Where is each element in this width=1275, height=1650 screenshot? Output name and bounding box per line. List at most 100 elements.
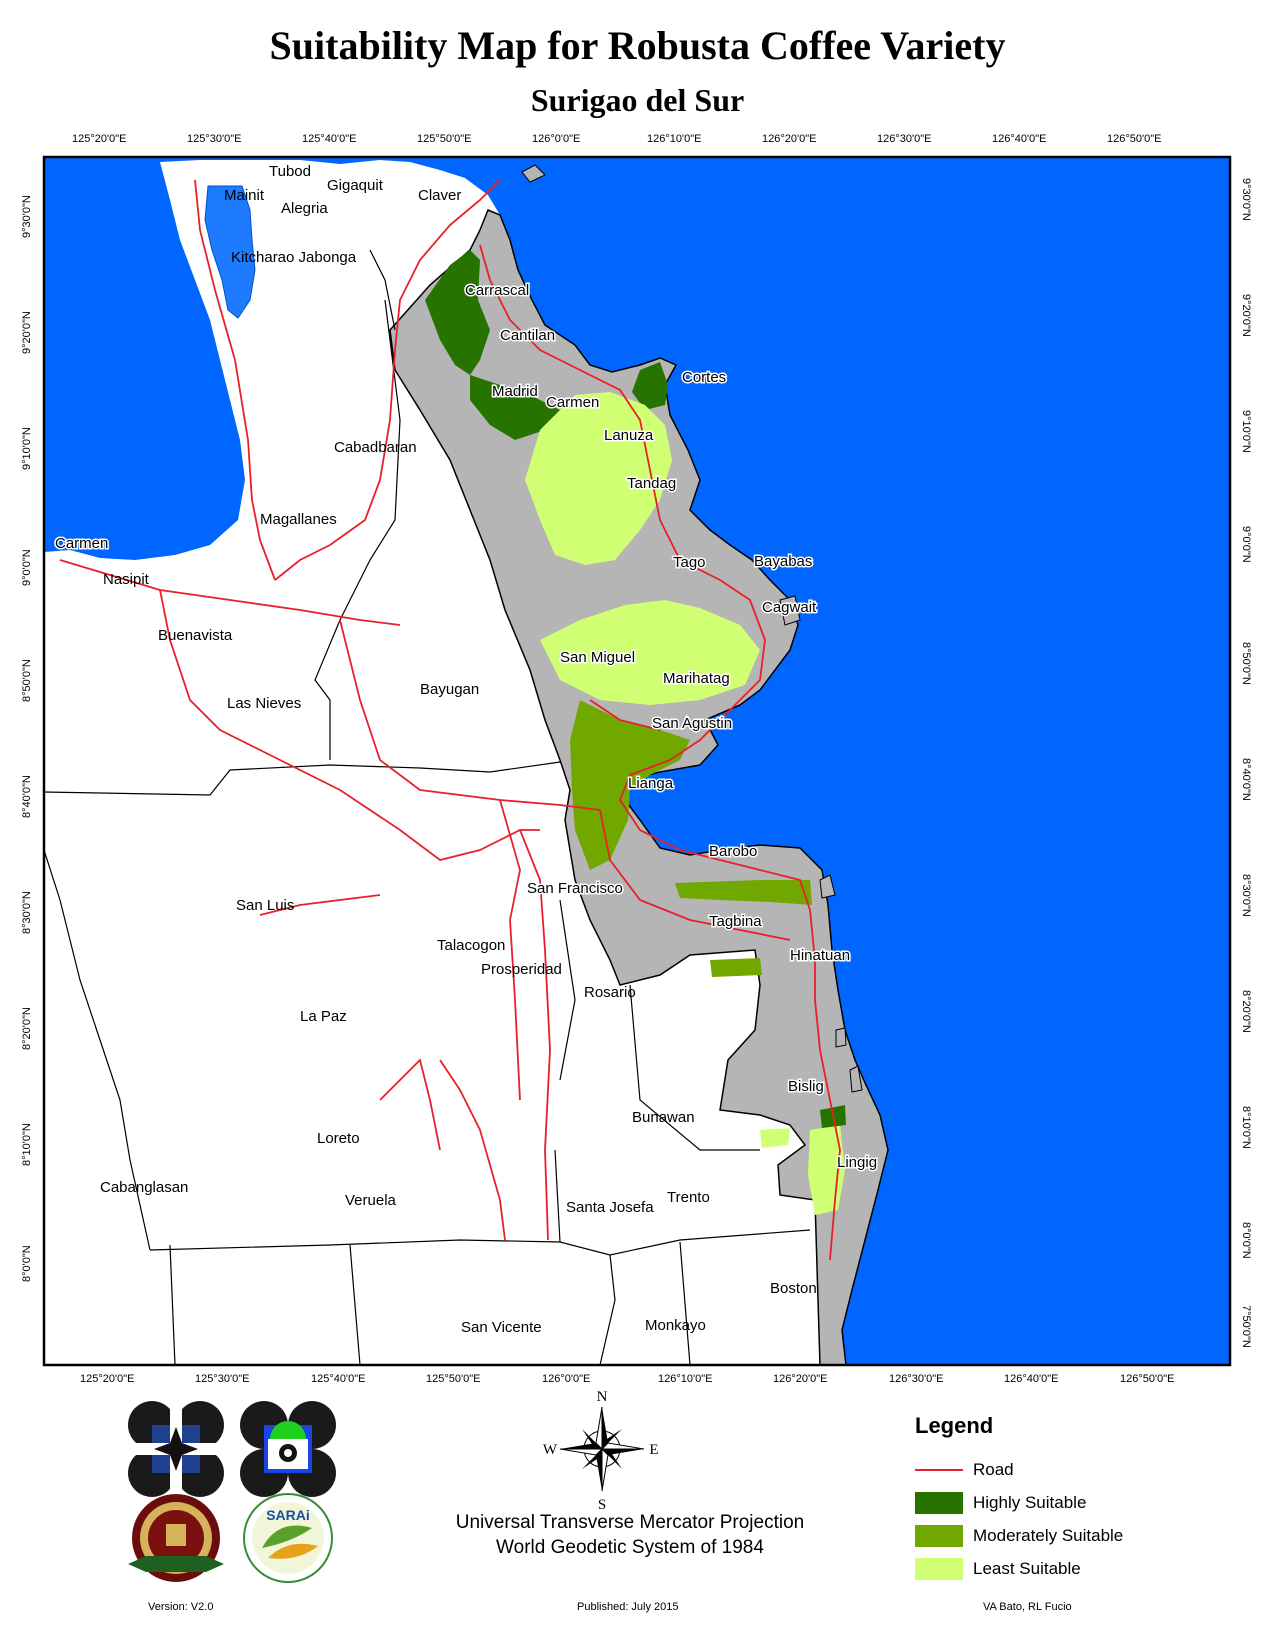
lon-label-bottom: 126°40'0"E	[1004, 1373, 1058, 1385]
road-network	[59, 179, 841, 1261]
place-label: Buenavista	[158, 627, 233, 644]
place-label: Nasipit	[103, 571, 150, 588]
lon-label-bottom: 125°40'0"E	[311, 1373, 365, 1385]
place-label: Claver	[418, 187, 461, 204]
place-label: San Francisco	[527, 880, 623, 897]
lat-label-left: 8°0'0"N	[21, 1245, 33, 1282]
place-label: La Paz	[300, 1008, 347, 1025]
zone-highly-suitable-carrascal	[425, 250, 490, 375]
place-label: Cagwait	[762, 599, 817, 616]
lon-label-bottom: 126°0'0"E	[542, 1373, 590, 1385]
least-suitable-swatch	[915, 1557, 963, 1580]
place-label: Bayugan	[420, 681, 479, 698]
lake-mainit	[204, 185, 256, 319]
logo-sarai-icon: SARAi	[243, 1493, 333, 1583]
legend-title: Legend	[915, 1413, 994, 1438]
logo-upd-seal-icon	[128, 1494, 224, 1582]
place-label: Bunawan	[632, 1109, 695, 1126]
lat-label-right: 8°20'0"N	[1240, 990, 1252, 1033]
place-label: Santa Josefa	[566, 1199, 654, 1216]
lat-label-left: 8°50'0"N	[21, 659, 33, 702]
logo-bar-icon	[240, 1401, 336, 1497]
published-date: Published: July 2015	[577, 1601, 679, 1613]
legend-label: Least Suitable	[973, 1558, 1081, 1578]
zone-moderately-suitable-tagbina	[675, 880, 812, 905]
place-label: Carrascal	[465, 282, 529, 299]
compass-west: W	[543, 1442, 558, 1458]
place-label: Lanuza	[604, 427, 654, 444]
lat-label-right: 9°30'0"N	[1240, 178, 1252, 221]
zone-highly-suitable-cortes	[632, 362, 668, 410]
place-label: Mainit	[224, 187, 265, 204]
place-label: Boston	[770, 1280, 817, 1297]
highly-suitable-swatch	[915, 1491, 963, 1514]
map-subtitle: Surigao del Sur	[530, 82, 745, 118]
place-label: San Luis	[236, 897, 294, 914]
version-label: Version: V2.0	[148, 1601, 214, 1613]
lat-label-left: 8°20'0"N	[21, 1007, 33, 1050]
lat-label-right: 9°0'0"N	[1240, 526, 1252, 563]
lat-label-left: 9°10'0"N	[21, 427, 33, 470]
coastal-islands	[521, 164, 863, 1093]
lon-label-bottom: 126°20'0"E	[773, 1373, 827, 1385]
place-label: Cabadbaran	[334, 439, 417, 456]
zone-least-suitable-north	[525, 392, 672, 565]
place-labels: Tubod Gigaquit Mainit Alegria Claver Kit…	[54, 163, 879, 1336]
lon-label-bottom: 125°30'0"E	[195, 1373, 249, 1385]
place-label: Barobo	[709, 843, 757, 860]
lon-label-bottom: 125°50'0"E	[426, 1373, 480, 1385]
lat-label-right: 8°40'0"N	[1240, 758, 1252, 801]
lat-label-left: 9°0'0"N	[21, 549, 33, 586]
place-label: Loreto	[317, 1130, 360, 1147]
place-label: Gigaquit	[327, 177, 384, 194]
lon-label-top: 126°40'0"E	[992, 133, 1046, 145]
place-label: Carmen	[546, 394, 599, 411]
logo-da-icon	[128, 1401, 224, 1497]
map-legend: Legend Road Highly Suitable Moderately S…	[915, 1413, 1175, 1585]
projection-line-2: World Geodetic System of 1984	[496, 1537, 764, 1558]
legend-item-road: Road	[915, 1453, 1175, 1486]
right-latitude-labels: 9°30'0"N 9°20'0"N 9°10'0"N 9°0'0"N 8°50'…	[1240, 178, 1252, 1348]
lat-label-left: 8°30'0"N	[21, 891, 33, 934]
place-label: Prosperidad	[481, 961, 562, 978]
bottom-longitude-labels: 125°20'0"E 125°30'0"E 125°40'0"E 125°50'…	[80, 1373, 1174, 1385]
lon-label-top: 125°20'0"E	[72, 133, 126, 145]
lat-label-left: 8°40'0"N	[21, 775, 33, 818]
place-label: San Vicente	[461, 1319, 542, 1336]
place-label: Cabanglasan	[100, 1179, 188, 1196]
lat-label-right: 8°30'0"N	[1240, 874, 1252, 917]
sarai-wordmark: SARAi	[266, 1507, 310, 1523]
lon-label-top: 126°10'0"E	[647, 133, 701, 145]
lat-label-right: 8°10'0"N	[1240, 1106, 1252, 1149]
left-latitude-labels: 9°30'0"N 9°20'0"N 9°10'0"N 9°0'0"N 8°50'…	[21, 195, 33, 1282]
place-label: Kitcharao Jabonga	[231, 249, 357, 266]
lat-label-right: 8°50'0"N	[1240, 642, 1252, 685]
place-label: Cantilan	[500, 327, 555, 344]
lat-label-left: 8°10'0"N	[21, 1123, 33, 1166]
map-frame	[42, 155, 1232, 1367]
lon-label-top: 126°30'0"E	[877, 133, 931, 145]
moderately-suitable-swatch	[915, 1524, 963, 1547]
place-label: Rosario	[584, 984, 636, 1001]
lon-label-top: 126°0'0"E	[532, 133, 580, 145]
place-label: Las Nieves	[227, 695, 301, 712]
legend-item-least-suitable: Least Suitable	[915, 1552, 1175, 1585]
place-label: Carmen	[55, 535, 108, 552]
place-label: Talacogon	[437, 937, 505, 954]
lon-label-bottom: 126°50'0"E	[1120, 1373, 1174, 1385]
lon-label-top: 126°20'0"E	[762, 133, 816, 145]
place-label: Hinatuan	[790, 947, 850, 964]
lat-label-right: 7°50'0"N	[1240, 1305, 1252, 1348]
top-longitude-labels: 125°20'0"E 125°30'0"E 125°40'0"E 125°50'…	[72, 133, 1161, 145]
compass-rose-icon: N S E W	[543, 1389, 659, 1513]
lon-label-bottom: 126°30'0"E	[889, 1373, 943, 1385]
lat-label-left: 9°30'0"N	[21, 195, 33, 238]
zone-least-suitable-central	[540, 600, 760, 705]
place-label: San Miguel	[560, 649, 635, 666]
projection-note: Universal Transverse Mercator Projection…	[400, 1510, 860, 1560]
legend-label: Highly Suitable	[973, 1492, 1087, 1512]
place-label: Bayabas	[754, 553, 812, 570]
lon-label-top: 125°40'0"E	[302, 133, 356, 145]
place-label: Tagbina	[709, 913, 762, 930]
